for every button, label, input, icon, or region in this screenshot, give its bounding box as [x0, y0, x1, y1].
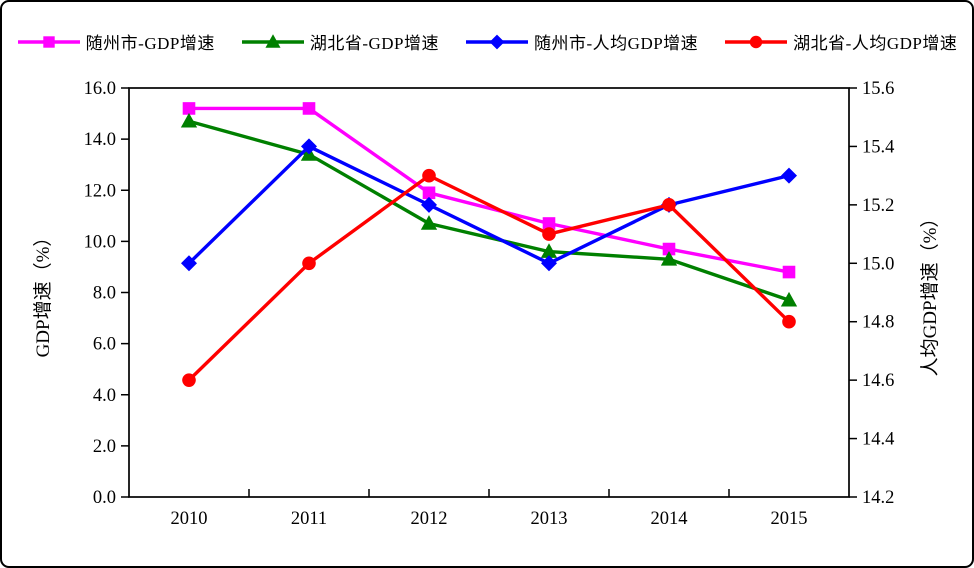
x-tick-label: 2014	[651, 509, 688, 529]
legend-label: 随州市-GDP增速	[85, 34, 215, 53]
legend-circle-icon	[725, 35, 788, 48]
legend: 随州市-GDP增速 湖北省-GDP增速 随州市-人均GDP增速 湖北省-人均GDP增速	[2, 29, 972, 54]
series-line	[187, 144, 791, 265]
legend-diamond-icon	[466, 34, 528, 49]
left-tick-label: 6.0	[93, 335, 116, 355]
circle-marker	[662, 198, 676, 212]
legend-label: 湖北省-人均GDP增速	[793, 34, 958, 53]
legend-label: 湖北省-GDP增速	[309, 34, 439, 53]
legend-item: 湖北省-人均GDP增速	[724, 29, 957, 54]
triangle-marker	[180, 112, 198, 128]
square-marker	[182, 102, 196, 115]
x-axis: 2010 2011 2012 2013 2014 2015	[171, 489, 808, 529]
x-tick-label: 2010	[171, 509, 208, 529]
right-axis: 14.2 14.4 14.6 14.8 15.0 15.2 15.4 15.6	[849, 79, 894, 508]
left-tick-label: 16.0	[84, 79, 116, 99]
left-axis-title: GDP增速（%）	[32, 228, 54, 358]
plot-area	[128, 87, 850, 498]
left-tick-label: 12.0	[84, 181, 116, 201]
legend-item: 随州市-人均GDP增速	[465, 29, 698, 54]
right-tick-label: 15.4	[862, 137, 894, 157]
left-tick-label: 14.0	[84, 130, 116, 150]
right-tick-label: 14.8	[862, 313, 894, 333]
legend-square-icon	[17, 35, 80, 48]
left-tick-label: 10.0	[84, 232, 116, 252]
x-tick-label: 2012	[411, 509, 448, 529]
right-axis-title: 人均GDP增速（%）	[919, 209, 941, 377]
triangle-marker	[660, 250, 678, 266]
legend-triangle-icon	[241, 33, 304, 48]
left-tick-label: 2.0	[93, 437, 116, 457]
diamond-marker	[540, 255, 558, 272]
series-circle	[182, 168, 796, 387]
legend-item: 随州市-GDP增速	[17, 29, 215, 54]
diamond-marker	[420, 196, 438, 213]
left-tick-label: 4.0	[93, 386, 116, 406]
circle-marker	[749, 35, 763, 48]
right-tick-label: 15.2	[862, 196, 894, 216]
triangle-marker	[420, 215, 438, 230]
right-tick-label: 14.4	[862, 430, 894, 450]
x-tick-label: 2011	[291, 509, 327, 529]
right-tick-label: 15.6	[862, 79, 894, 99]
diamond-marker	[300, 138, 318, 155]
legend-item: 湖北省-GDP增速	[241, 29, 439, 54]
series-line	[187, 119, 791, 302]
series-line	[187, 173, 791, 382]
circle-marker	[542, 227, 556, 241]
triangle-marker	[265, 33, 281, 48]
series-line	[187, 106, 791, 274]
left-tick-label: 8.0	[93, 284, 116, 304]
circle-marker	[302, 256, 316, 271]
triangle-marker	[780, 291, 798, 307]
diamond-marker	[489, 34, 505, 49]
x-tick-label: 2015	[771, 509, 808, 529]
right-tick-label: 14.6	[862, 371, 894, 391]
square-marker	[782, 265, 796, 279]
right-tick-label: 15.0	[862, 254, 894, 274]
diamond-marker	[780, 167, 798, 184]
series-square	[182, 102, 796, 279]
legend-label: 随州市-人均GDP增速	[534, 34, 699, 53]
x-tick-label: 2013	[531, 509, 568, 529]
square-marker	[302, 102, 316, 115]
circle-marker	[782, 314, 796, 329]
square-marker	[42, 35, 55, 48]
circle-marker	[182, 373, 196, 387]
circle-marker	[422, 168, 436, 183]
diamond-marker	[180, 255, 198, 272]
series-triangle	[180, 112, 798, 307]
right-tick-label: 14.2	[862, 488, 894, 508]
left-axis: 0.0 2.0 4.0 6.0 8.0 10.0 12.0 14.0 16.0	[84, 79, 129, 508]
left-tick-label: 0.0	[93, 488, 116, 508]
